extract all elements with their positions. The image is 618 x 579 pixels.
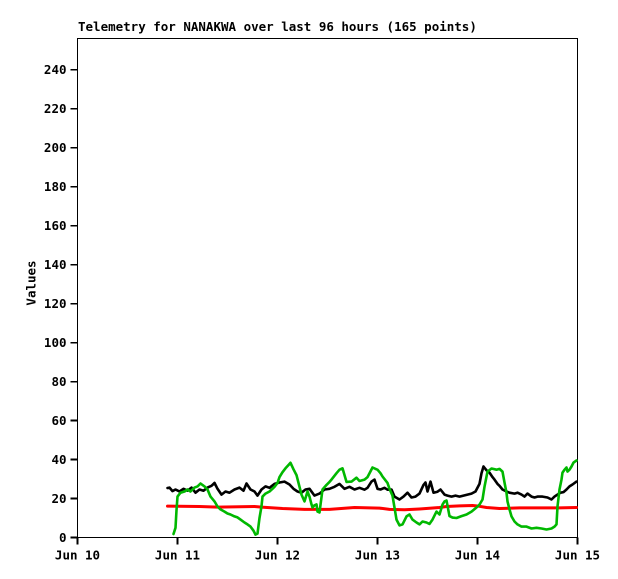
y-tick-label: 60 — [51, 413, 66, 428]
x-tick-label: Jun 11 — [155, 548, 200, 563]
y-tick-label: 220 — [44, 101, 67, 116]
x-tick-label: Jun 15 — [555, 548, 600, 563]
y-tick-label: 20 — [51, 491, 66, 506]
y-tick-label: 120 — [44, 296, 67, 311]
y-tick-label: 0 — [59, 530, 67, 545]
y-tick-label: 240 — [44, 62, 67, 77]
series-red-line — [166, 504, 578, 512]
series-green-line — [172, 459, 578, 536]
x-tick-label: Jun 10 — [55, 548, 100, 563]
y-tick-label: 200 — [44, 140, 67, 155]
y-tick-label: 80 — [51, 374, 66, 389]
chart-title: Telemetry for NANAKWA over last 96 hours… — [78, 19, 477, 34]
x-tick-label: Jun 13 — [355, 548, 400, 563]
y-tick-label: 180 — [44, 179, 67, 194]
plot-border — [77, 38, 578, 538]
y-tick-label: 100 — [44, 335, 67, 350]
y-tick-label: 160 — [44, 218, 67, 233]
y-tick-label: 40 — [51, 452, 66, 467]
x-tick-label: Jun 12 — [255, 548, 300, 563]
series-black-line — [166, 465, 578, 501]
x-tick-label: Jun 14 — [455, 548, 500, 563]
y-tick-label: 140 — [44, 257, 67, 272]
